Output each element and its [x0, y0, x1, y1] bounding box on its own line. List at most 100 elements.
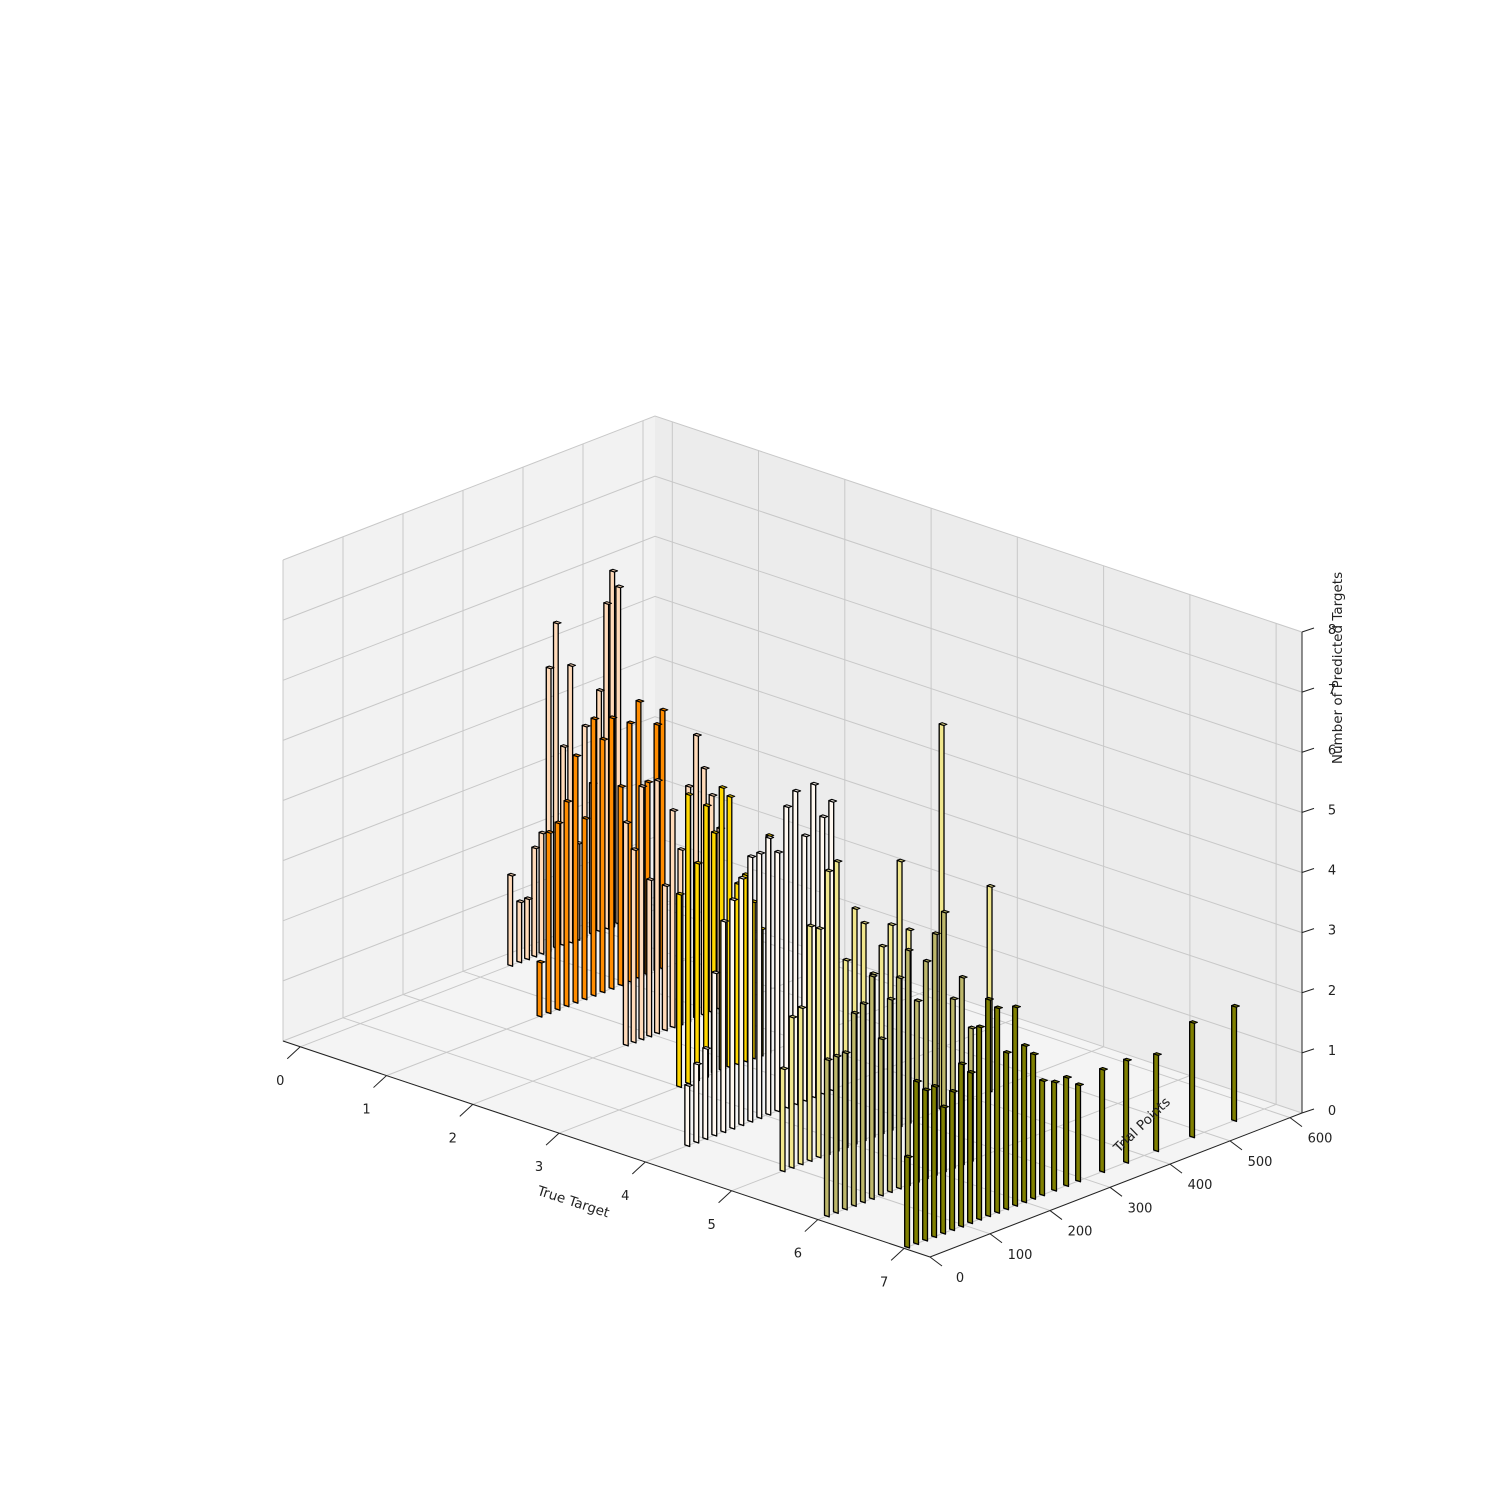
- bar-top-face: [851, 906, 861, 910]
- z-tick-mark: [1301, 627, 1315, 633]
- bar-top-face: [726, 794, 736, 798]
- bar: [590, 716, 600, 997]
- bar-top-face: [630, 847, 640, 851]
- bar-top-face: [560, 744, 569, 748]
- bar-top-face: [1012, 1004, 1021, 1009]
- bar-top-face: [708, 793, 718, 797]
- bar-front-face: [638, 785, 645, 1041]
- bar-front-face: [904, 1155, 911, 1249]
- bar-front-face: [516, 900, 523, 964]
- bar: [720, 918, 730, 1134]
- bar-front-face: [572, 754, 579, 1004]
- bar-top-face: [923, 958, 932, 963]
- bar-top-face: [806, 923, 816, 928]
- bar-front-face: [949, 1090, 956, 1232]
- bar-top-face: [599, 737, 609, 741]
- z-tick-label: 1: [1328, 1044, 1336, 1059]
- bar-top-face: [545, 665, 555, 670]
- bar-top-face: [545, 830, 555, 834]
- z-axis-label: Number of Predicted Targets: [1330, 572, 1346, 764]
- bar: [693, 1061, 703, 1144]
- bar: [703, 803, 712, 1078]
- bar: [747, 854, 757, 1123]
- bar-top-face: [720, 918, 730, 923]
- bar-front-face: [841, 1051, 848, 1211]
- bar-front-face: [693, 1062, 700, 1144]
- bar: [524, 896, 533, 961]
- bar-top-face: [869, 973, 878, 978]
- bar: [572, 753, 582, 1004]
- bar-top-face: [797, 1005, 807, 1009]
- z-tick-mark: [1301, 807, 1315, 813]
- z-tick-mark: [1301, 1108, 1315, 1114]
- bar-top-face: [646, 877, 656, 881]
- bar: [711, 970, 721, 1137]
- bar-front-face: [581, 817, 588, 1001]
- bar: [1123, 1057, 1132, 1164]
- bar-front-face: [904, 948, 911, 1187]
- bar-top-face: [676, 891, 685, 896]
- bar-front-face: [676, 892, 683, 1089]
- z-tick-mark: [1301, 868, 1315, 873]
- bar: [904, 1154, 913, 1249]
- z-tick-label: 3: [1328, 924, 1336, 939]
- bar: [1030, 1051, 1039, 1200]
- z-tick-label: 8: [1328, 623, 1336, 638]
- z-grid-line: [282, 655, 1303, 873]
- y-tick-label: 300: [1128, 1201, 1153, 1216]
- bar-front-face: [931, 1084, 938, 1239]
- bar-front-face: [630, 848, 637, 1044]
- y-tick-mark: [989, 1233, 1003, 1244]
- bar-top-face: [887, 922, 897, 927]
- z-grid-line: [282, 475, 1303, 693]
- z-tick-label: 0: [1328, 1104, 1336, 1119]
- bar-top-face: [507, 872, 517, 877]
- z-tick-mark: [1301, 928, 1315, 934]
- bar-top-face: [828, 798, 838, 803]
- z-tick-label: 2: [1328, 984, 1336, 999]
- bar: [622, 820, 632, 1047]
- bar-top-face: [536, 959, 546, 964]
- bar-top-face: [783, 804, 793, 808]
- bar: [806, 923, 816, 1163]
- bar-top-face: [815, 926, 825, 930]
- bar-top-face: [644, 779, 654, 784]
- bar: [545, 830, 555, 1015]
- bar-front-face: [913, 1079, 920, 1246]
- x-tick-label: 3: [535, 1160, 543, 1175]
- z-tick-label: 5: [1328, 803, 1336, 818]
- bar-top-face: [765, 835, 775, 840]
- bar: [729, 897, 739, 1130]
- bar: [940, 1104, 949, 1235]
- bar-front-face: [538, 831, 545, 955]
- bar: [1063, 1075, 1072, 1188]
- bar: [949, 1089, 958, 1232]
- bar-top-face: [1063, 1075, 1072, 1079]
- bar-front-face: [1099, 1068, 1106, 1174]
- bar-top-face: [1123, 1057, 1132, 1062]
- bar-top-face: [685, 784, 695, 788]
- bar-front-face: [823, 1058, 830, 1218]
- bar-top-face: [531, 845, 541, 850]
- x-tick-mark: [890, 1247, 905, 1261]
- bar-top-face: [976, 1024, 985, 1029]
- bar-top-face: [1099, 1067, 1108, 1071]
- bar-top-face: [654, 778, 663, 782]
- bar-top-face: [1153, 1052, 1162, 1056]
- bar-top-face: [703, 803, 712, 807]
- bar: [859, 1001, 869, 1204]
- bar: [599, 737, 609, 994]
- bar: [868, 973, 878, 1201]
- bar-top-face: [729, 897, 739, 902]
- bar: [886, 996, 896, 1194]
- x-tick-label: 1: [362, 1103, 370, 1118]
- bar-front-face: [779, 1067, 786, 1173]
- bar-front-face: [684, 1084, 691, 1148]
- bar: [581, 816, 591, 1001]
- z-grid-line: [282, 716, 1303, 934]
- bars-group: [507, 568, 1240, 1249]
- bar-top-face: [887, 996, 896, 1001]
- bar: [976, 1024, 985, 1221]
- x-tick-label: 2: [449, 1131, 457, 1146]
- bar-front-face: [507, 873, 514, 967]
